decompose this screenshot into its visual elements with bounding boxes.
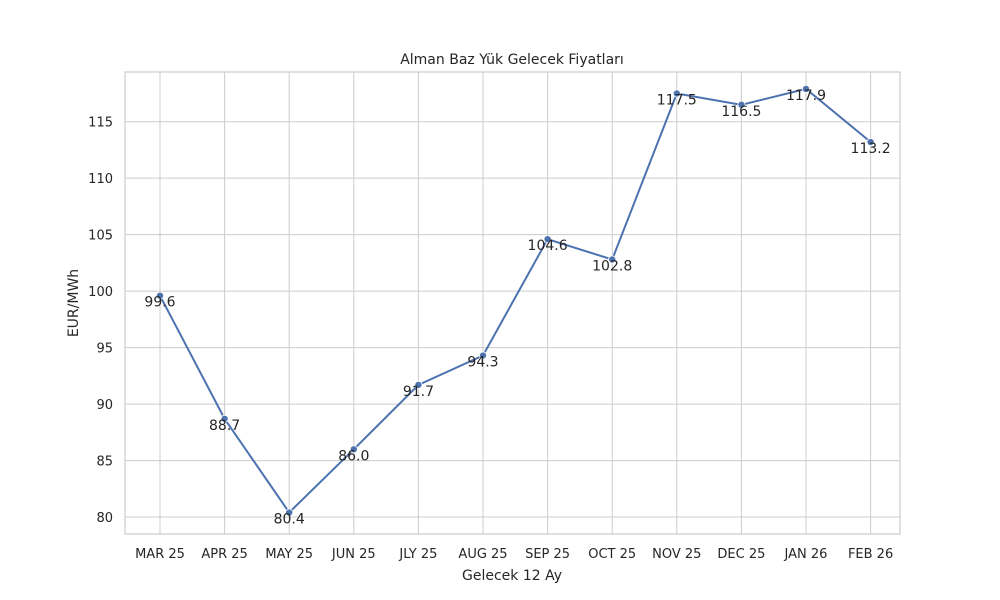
x-tick-label: JAN 26 [784,547,828,562]
data-label: 94.3 [467,355,498,371]
data-label: 88.7 [209,418,240,434]
x-tick-label: MAR 25 [135,547,185,562]
data-labels: 99.6 88.7 80.4 86.0 91.7 94.3 104.6 102.8 117.5 1… [144,88,890,528]
data-point [802,84,811,93]
y-tick-label: 95 [96,342,113,357]
y-tick-label: 80 [96,511,113,526]
x-tick-label: FEB 26 [848,547,893,562]
data-point [866,138,875,147]
data-label: 104.6 [528,238,568,254]
data-label: 117.9 [786,88,826,104]
data-label: 116.5 [721,104,761,120]
x-tick-label: APR 25 [201,547,247,562]
x-tick-label: JUN 25 [331,547,376,562]
data-label: 113.2 [851,141,891,157]
x-tick-label: OCT 25 [588,547,636,562]
y-axis-label: EUR/MWh [66,269,82,337]
x-axis-label: Gelecek 12 Ay [462,568,562,584]
x-tick-label: DEC 25 [717,547,765,562]
grid [125,72,900,534]
x-axis-ticks: MAR 25 APR 25 MAY 25 JUN 25 JLY 25 AUG 25 SEP … [135,547,893,562]
data-label: 80.4 [274,512,305,528]
y-tick-label: 85 [96,455,113,470]
data-point [478,351,487,360]
y-tick-label: 110 [88,172,113,187]
plot-frame [124,71,901,535]
data-label: 91.7 [403,384,434,400]
data-point [220,414,229,423]
x-tick-label: NOV 25 [652,547,701,562]
series [155,84,875,517]
x-tick-label: SEP 25 [525,547,570,562]
y-tick-label: 90 [96,398,113,413]
y-tick-label: 100 [88,285,113,300]
x-tick-label: MAY 25 [265,547,313,562]
series-line [159,87,872,515]
chart-title: Alman Baz Yük Gelecek Fiyatları [400,52,624,68]
y-tick-label: 105 [88,229,113,244]
y-tick-label: 115 [88,116,113,131]
y-axis-ticks: 80 85 90 95 100 105 110 115 [88,116,113,526]
data-point [672,89,681,98]
data-point [414,380,423,389]
data-point [608,255,617,264]
data-label: 99.6 [144,295,175,311]
data-point [543,235,552,244]
data-point [349,445,358,454]
x-tick-label: JLY 25 [398,547,437,562]
data-point [737,100,746,109]
data-label: 86.0 [338,448,369,464]
data-label: 117.5 [657,92,697,108]
data-point [285,508,294,517]
x-tick-label: AUG 25 [458,547,507,562]
data-label: 102.8 [592,259,632,275]
data-point [155,291,164,300]
